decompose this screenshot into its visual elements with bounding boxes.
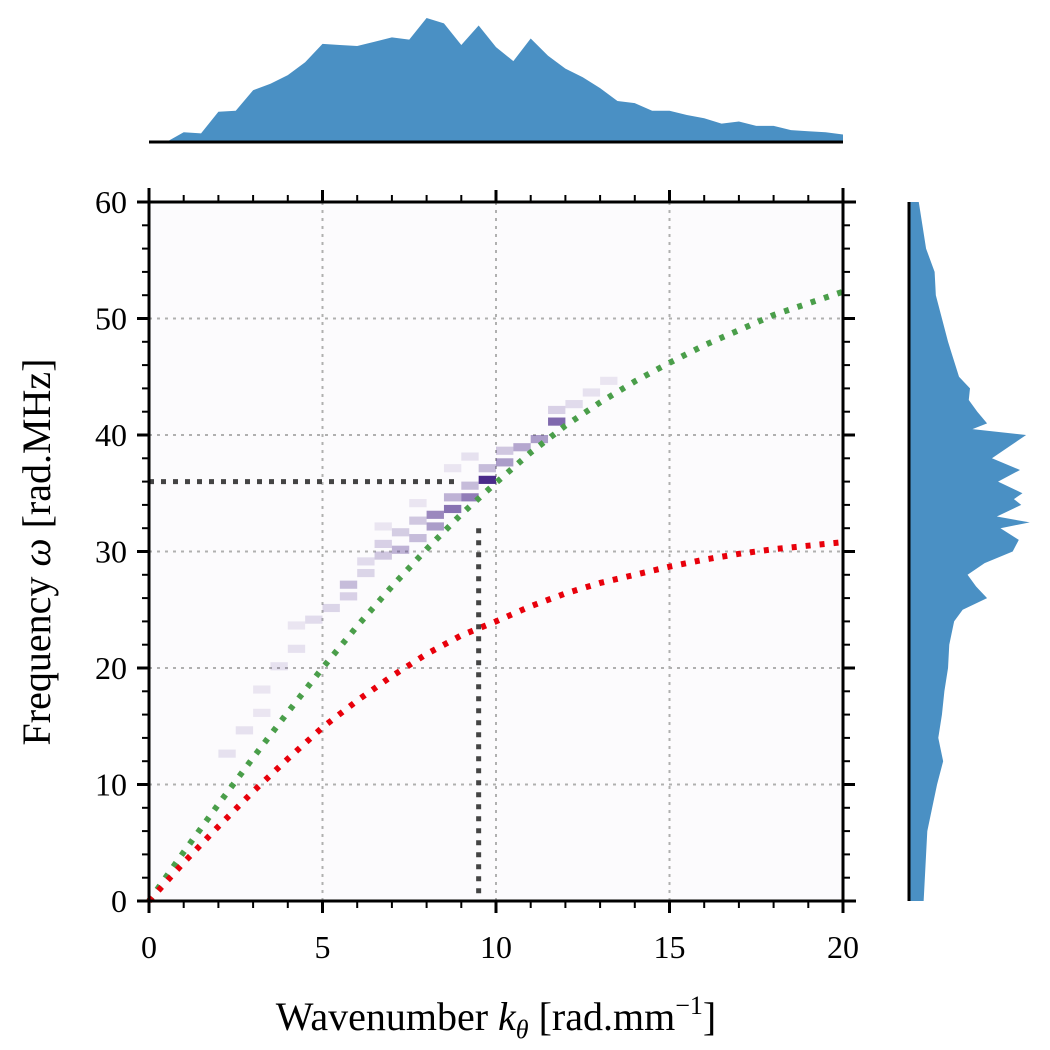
x-axis-title: Wavenumber kθ [rad.mm−1] [276,991,716,1044]
y-tick-label: 0 [111,883,127,919]
heatmap-cell [235,726,254,735]
heatmap-cell [391,528,410,537]
heatmap-cell [461,452,479,461]
y-tick-label: 60 [95,184,127,220]
x-tick-label: 5 [315,929,331,965]
heatmap-cell [374,551,392,560]
heatmap-cell [218,749,236,758]
y-tick-label: 50 [95,301,127,337]
guide-lines [149,479,482,901]
heatmap-cell [409,516,427,525]
heatmap-cell [600,376,618,385]
heatmap-cell [426,522,444,531]
right-marginal-histogram [907,202,1030,901]
heatmap-cell [270,662,288,671]
heatmap-cell [443,464,462,473]
heatmap-cell [409,534,427,543]
top-marginal-histogram [149,18,843,144]
heatmap-cell [391,545,410,554]
right-marginal-area [909,202,1030,901]
heatmap-cell [496,446,514,455]
grid-lines [149,202,843,901]
top-marginal-area [149,18,843,142]
heatmap-cell [374,522,392,531]
x-tick-label: 15 [654,929,686,965]
heatmap-cell [374,539,392,549]
model-curves [146,288,844,904]
heatmap-cell [582,388,601,397]
heatmap-cell [253,685,271,694]
heatmap-cell [478,464,496,473]
heatmap-cell [287,644,306,653]
heatmap-cells [218,376,618,758]
heatmap-cell [530,435,549,444]
y-tick-label: 20 [95,650,127,686]
heatmap-cell [548,405,566,415]
x-tick-label: 10 [480,929,512,965]
heatmap-cell [357,568,375,578]
heatmap-cell [409,499,427,508]
green-dotted-curve [146,288,844,903]
y-tick-label: 30 [95,534,127,570]
x-tick-label: 20 [827,929,859,965]
heatmap-cell [305,615,323,624]
x-tick-label: 0 [141,929,157,965]
heatmap-cell [253,708,271,717]
axis-ticks: 0 5 10 15 20 0 10 20 30 40 50 60 [95,184,859,965]
heatmap-cell [496,458,514,467]
heatmap-cell [548,417,566,426]
heatmap-cell [478,475,496,484]
heatmap-cell [443,493,462,502]
heatmap-cell [339,592,358,601]
heatmap-cell [339,580,358,589]
heatmap-cell [287,621,306,630]
heatmap-cell [322,603,340,613]
y-tick-label: 10 [95,767,127,803]
red-dotted-curve [146,539,844,904]
heatmap-cell [513,443,531,452]
heatmap-cell [461,493,479,502]
y-axis-title: Frequency ω [rad.MHz] [14,359,59,746]
heatmap-cell [565,400,583,409]
heatmap-cell [443,504,462,514]
heatmap-cell [426,510,444,519]
y-tick-label: 40 [95,417,127,453]
heatmap-cell [357,557,375,566]
heatmap-cell [461,481,479,490]
